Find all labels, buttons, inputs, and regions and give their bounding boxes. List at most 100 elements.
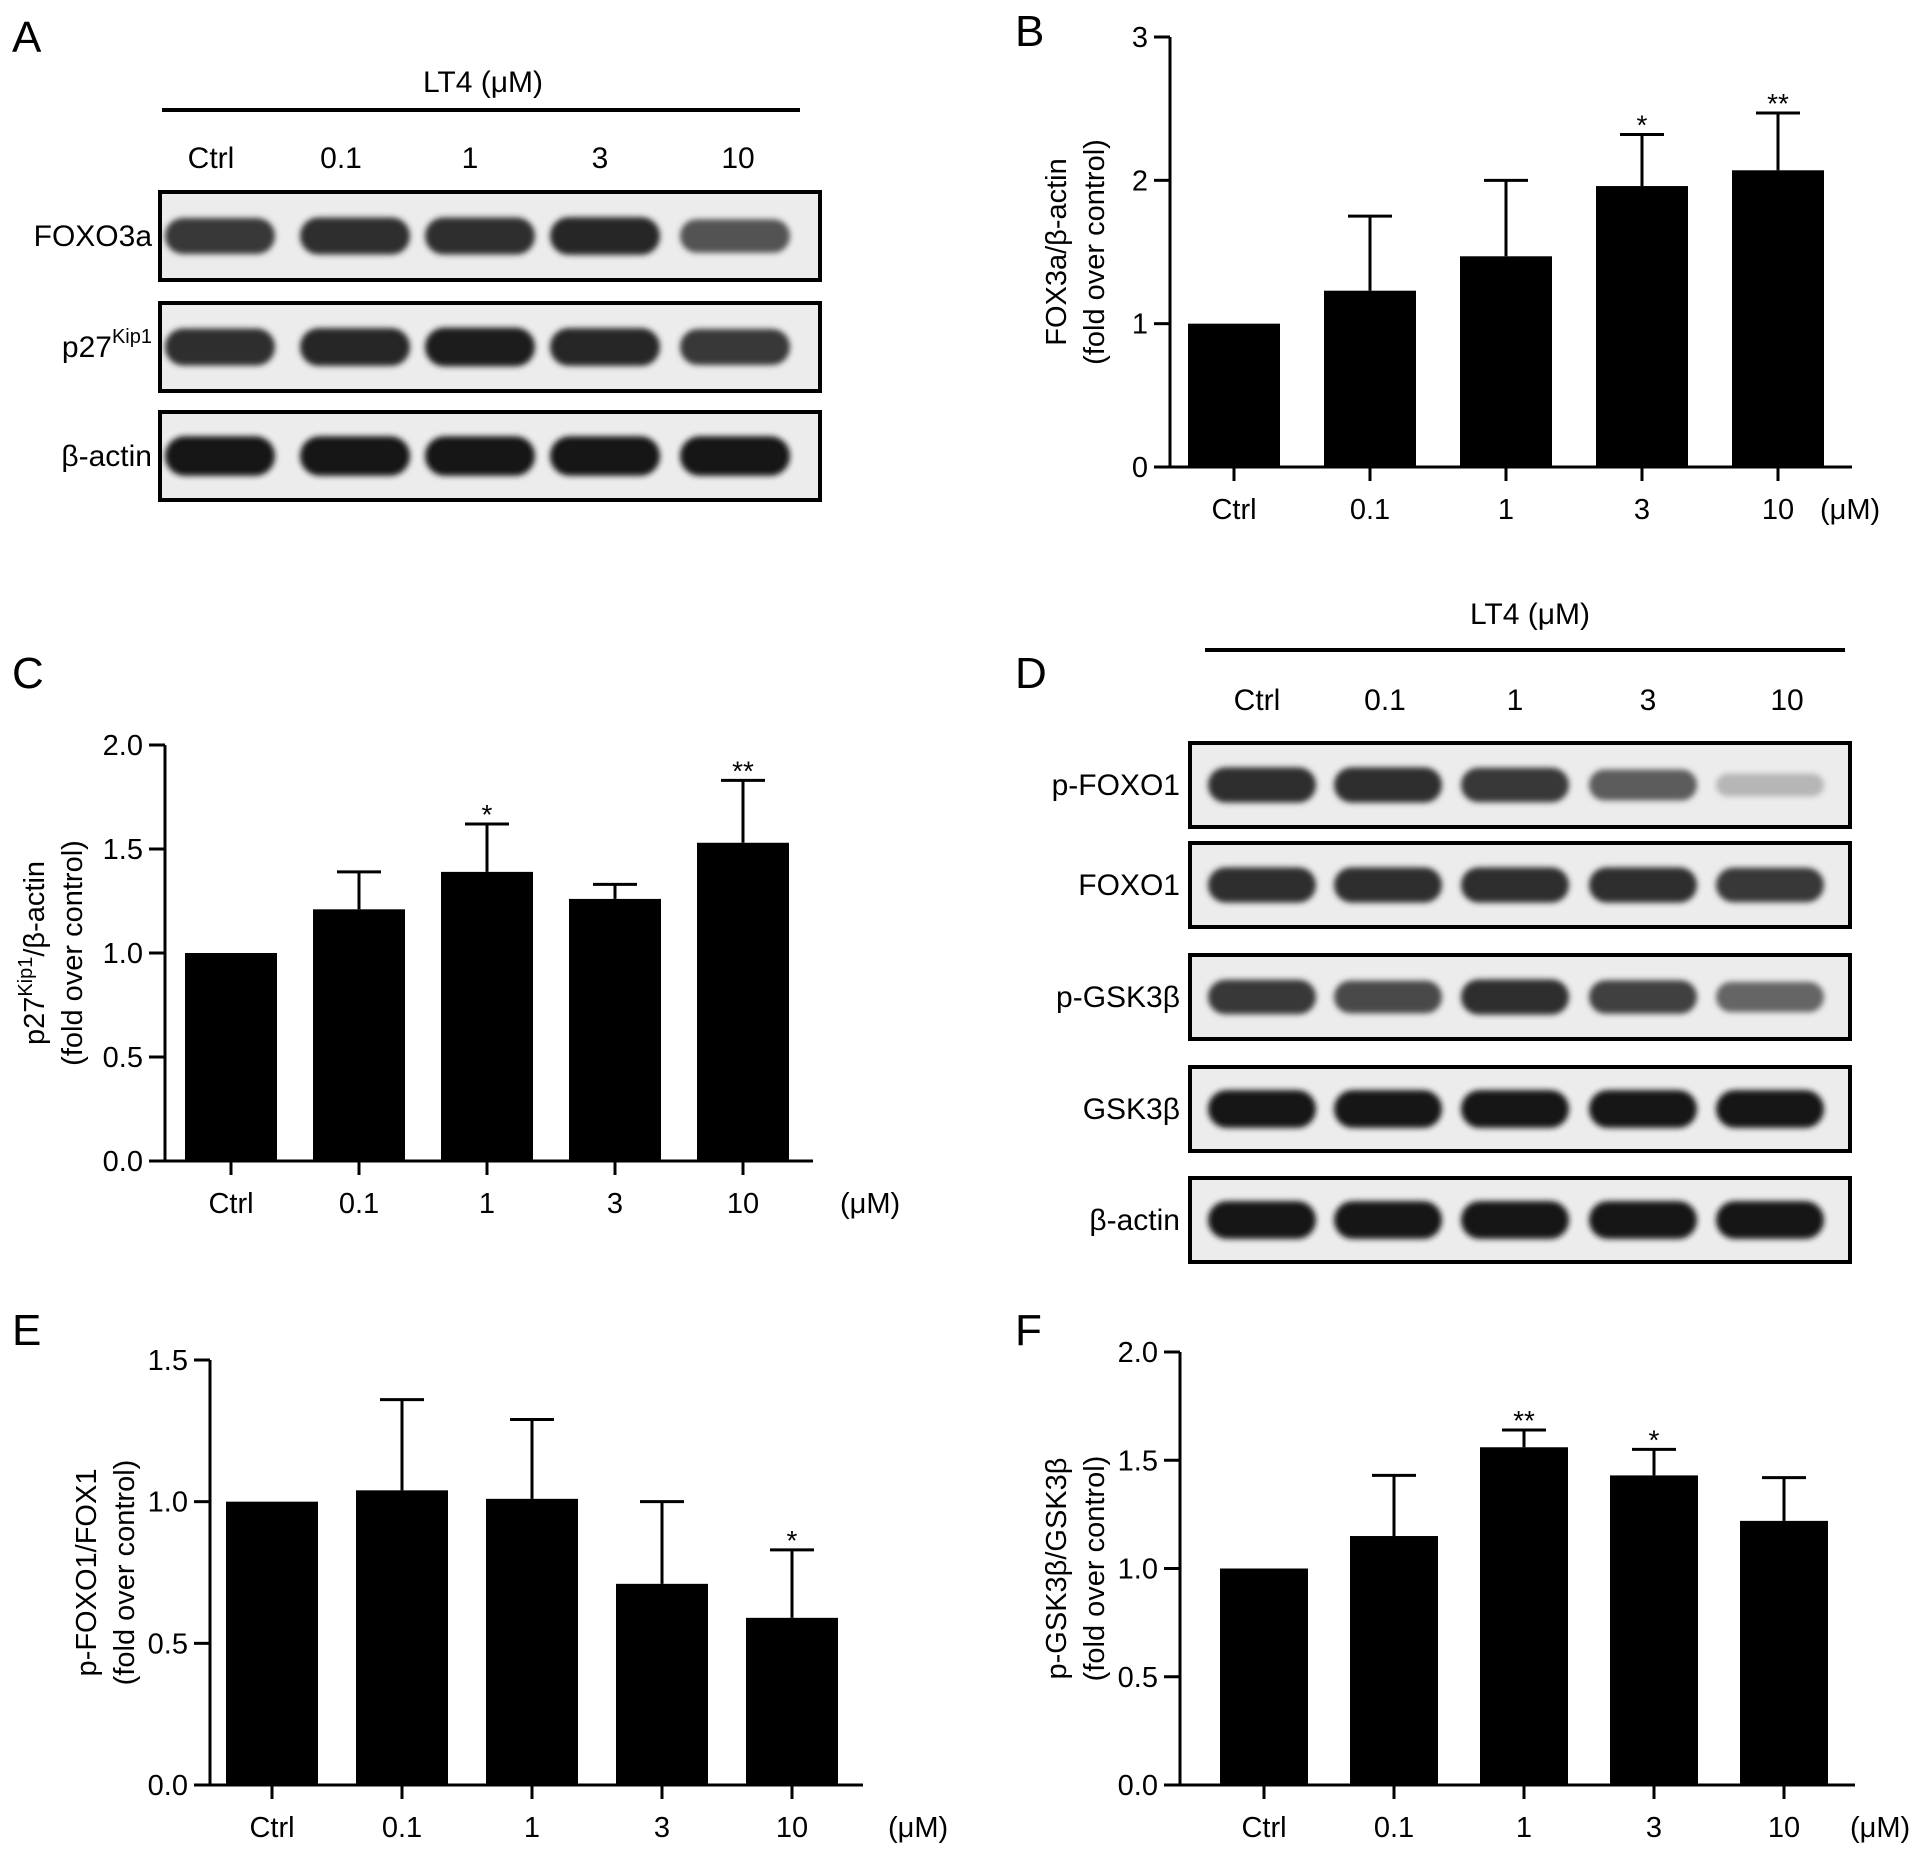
blot-band (1334, 767, 1442, 803)
lane-label: 0.1 (1364, 684, 1406, 717)
blot-d-treatment-label: LT4 (μM) (1470, 598, 1590, 631)
blot-row-label: p-GSK3β (1056, 981, 1180, 1014)
x-tick-label-e: 1 (524, 1812, 540, 1844)
blot-band (165, 328, 275, 366)
x-tick-label-c: 3 (607, 1188, 623, 1220)
blot-band (550, 436, 660, 476)
bar-b-2 (1460, 256, 1552, 467)
y-tick-label-c: 0.5 (103, 1042, 143, 1074)
blot-band (1461, 1090, 1569, 1128)
x-tick-label-f: 10 (1768, 1812, 1800, 1844)
blot-row-label-text: FOXO1 (1078, 869, 1180, 902)
y-tick-label-f: 1.5 (1118, 1445, 1158, 1477)
y-axis-label-part: p27 (19, 997, 51, 1045)
blot-row-label-sup: Kip1 (112, 326, 152, 348)
bar-e-4 (746, 1617, 838, 1785)
blot-band (1334, 980, 1442, 1014)
blot-row-label-text: p-GSK3β (1056, 981, 1180, 1014)
y-axis-label-part: /β-actin (19, 861, 51, 957)
blot-band (1589, 1090, 1697, 1128)
blot-band (1716, 1090, 1824, 1128)
x-tick-label-c: 0.1 (339, 1188, 379, 1220)
significance-f-2: ** (1513, 1405, 1535, 1436)
blot-band (1716, 1201, 1824, 1239)
blot-row-label-text: p-FOXO1 (1052, 769, 1180, 802)
y-tick-label-c: 2.0 (103, 730, 143, 762)
blot-row-label-text: β-actin (1089, 1204, 1180, 1237)
blot-band (1589, 769, 1697, 801)
bar-f-4 (1740, 1520, 1828, 1785)
y-axis-label-b: FOX3a/β-actin (1041, 158, 1073, 346)
x-tick-label-e: 10 (776, 1812, 808, 1844)
x-tick-label-f: 3 (1646, 1812, 1662, 1844)
significance-e-4: * (787, 1525, 798, 1556)
blot-row-label-text: FOXO3a (34, 220, 153, 253)
bar-e-0 (226, 1501, 318, 1785)
blot-a-treatment-label: LT4 (μM) (423, 66, 543, 99)
blot-band (300, 436, 410, 476)
significance-f-3: * (1649, 1424, 1660, 1455)
y-axis-label-line2-f: (fold over control) (1079, 1456, 1111, 1682)
blot-band (1716, 867, 1824, 903)
x-tick-label-f: Ctrl (1241, 1812, 1286, 1844)
lane-label: 10 (1770, 684, 1803, 717)
unit-label-e: (μM) (888, 1812, 948, 1844)
blot-row-label-text: p27 (62, 331, 112, 364)
bar-c-3 (569, 898, 661, 1161)
y-tick-label-b: 3 (1132, 22, 1148, 54)
bar-c-2 (441, 871, 533, 1161)
x-tick-label-b: 1 (1498, 494, 1514, 526)
bar-chart-e: 0.0 0.5 1.0 1.5 Ctrl 0.1 1 3 10 * (μM) p-FOXO1/FOX1… (71, 1345, 948, 1844)
y-tick-label-e: 0.5 (148, 1628, 188, 1660)
blot-row-label-text: GSK3β (1083, 1093, 1180, 1126)
blot-band (300, 328, 410, 366)
y-tick-label-f: 0.5 (1118, 1662, 1158, 1694)
lane-label: 1 (462, 142, 479, 175)
bar-e-1 (356, 1490, 448, 1785)
blot-row-label: β-actin (1089, 1204, 1180, 1237)
western-blot-d: LT4 (μM) Ctrl 0.1 1 3 10 p-FOXO1 FOXO1 p-GSK3β… (1052, 598, 1852, 1264)
lane-label: 0.1 (320, 142, 362, 175)
lane-label: 3 (1640, 684, 1657, 717)
y-axis-label-e: p-FOXO1/FOX1 (71, 1469, 103, 1677)
blot-band (680, 219, 790, 253)
y-axis-label-f: p-GSK3β/GSK3β (1041, 1458, 1073, 1680)
blot-band (680, 328, 790, 366)
x-tick-label-c: 1 (479, 1188, 495, 1220)
blot-band (1208, 1201, 1316, 1239)
blot-band (300, 217, 410, 255)
x-tick-label-c: Ctrl (208, 1188, 253, 1220)
blot-band (1208, 867, 1316, 903)
bar-b-3 (1596, 186, 1688, 468)
blot-row-label: FOXO3a (34, 220, 153, 253)
y-tick-label-b: 0 (1132, 452, 1148, 484)
western-blot-a: LT4 (μM) Ctrl 0.1 1 3 10 FOXO3a p27Kip1 β-acti… (34, 66, 822, 502)
y-tick-label-f: 2.0 (1118, 1337, 1158, 1369)
y-tick-label-e: 0.0 (148, 1770, 188, 1802)
blot-band (1334, 1090, 1442, 1128)
blot-band (425, 217, 535, 255)
y-tick-label-b: 2 (1132, 165, 1148, 197)
x-tick-label-b: Ctrl (1211, 494, 1256, 526)
blot-band (1208, 1090, 1316, 1128)
lane-label: 10 (721, 142, 754, 175)
lane-label: Ctrl (1234, 684, 1281, 717)
bar-chart-b: 0 1 2 3 Ctrl 0.1 1 3 * 10 ** (μM) FOX3a/β-actin (fold… (1041, 22, 1880, 526)
blot-band (1589, 1201, 1697, 1239)
panel-label-d: D (1015, 649, 1047, 698)
lane-label: 1 (1507, 684, 1524, 717)
bar-b-4 (1732, 170, 1824, 468)
lane-label: Ctrl (188, 142, 235, 175)
x-tick-label-f: 1 (1516, 1812, 1532, 1844)
blot-band (425, 436, 535, 476)
x-tick-label-f: 0.1 (1374, 1812, 1414, 1844)
y-tick-label-b: 1 (1132, 309, 1148, 341)
bar-c-1 (313, 909, 405, 1161)
y-tick-label-e: 1.5 (148, 1345, 188, 1377)
blot-band (1461, 767, 1569, 803)
y-axis-label-line2-e: (fold over control) (109, 1460, 141, 1686)
blot-band (1716, 981, 1824, 1013)
y-axis-label-line2-c: (fold over control) (57, 840, 89, 1066)
x-tick-label-c: 10 (727, 1188, 759, 1220)
y-tick-label-c: 1.0 (103, 938, 143, 970)
